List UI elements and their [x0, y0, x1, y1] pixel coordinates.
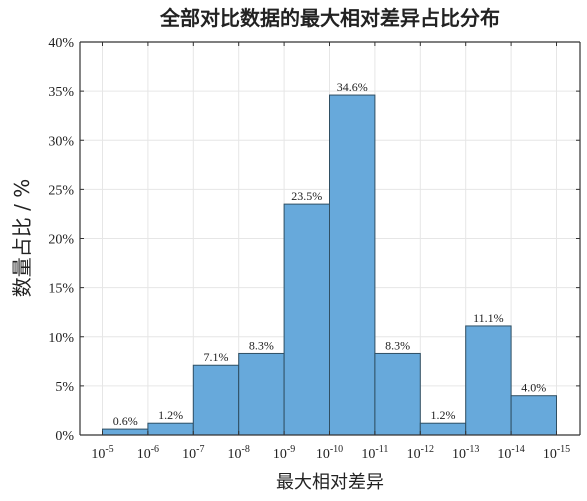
histogram-bar	[510, 395, 558, 436]
x-tick-exponent: -9	[287, 444, 295, 455]
histogram-bar	[419, 422, 467, 436]
x-tick-base: 10	[91, 447, 105, 462]
x-tick-base: 10	[407, 447, 421, 462]
bar-value-label: 1.2%	[158, 408, 183, 422]
histogram-bar	[465, 325, 512, 436]
bar-value-label: 1.2%	[431, 408, 456, 422]
x-tick-base: 10	[137, 447, 151, 462]
x-tick-exponent: -14	[511, 444, 524, 455]
bar-value-label: 23.5%	[291, 189, 322, 203]
bar-value-label: 0.6%	[113, 414, 138, 428]
x-tick-label: 10-11	[361, 444, 388, 462]
bar-value-label: 7.1%	[204, 350, 229, 364]
histogram-bar	[374, 352, 421, 436]
x-tick-label: 10-6	[137, 444, 159, 462]
x-axis-label: 最大相对差异	[276, 472, 384, 493]
x-tick-exponent: -8	[242, 444, 250, 455]
x-tick-exponent: -7	[196, 444, 204, 455]
bar-layer	[102, 94, 558, 436]
x-tick-label: 10-14	[497, 444, 524, 462]
x-tick-label: 10-10	[316, 444, 343, 462]
histogram-bar	[238, 352, 285, 436]
histogram-bar	[147, 422, 194, 436]
x-tick-exponent: -11	[375, 444, 388, 455]
y-tick-label: 30%	[48, 134, 74, 149]
x-tick-label: 10-12	[407, 444, 434, 462]
y-tick-label: 5%	[55, 380, 74, 395]
x-tick-exponent: -15	[557, 444, 570, 455]
y-tick-label: 35%	[48, 85, 74, 100]
bar-value-label: 4.0%	[521, 381, 546, 395]
x-tick-base: 10	[273, 447, 287, 462]
x-tick-base: 10	[452, 447, 466, 462]
y-tick-label: 10%	[48, 331, 74, 346]
x-tick-base: 10	[316, 447, 330, 462]
y-tick-label: 15%	[48, 282, 74, 297]
x-tick-base: 10	[228, 447, 242, 462]
histogram-bar	[283, 203, 331, 436]
histogram-bar	[192, 364, 240, 436]
label-layer: 0%5%10%15%20%25%30%35%40%10-5 10-6 10-7 10-…	[48, 36, 570, 462]
x-tick-exponent: -13	[466, 444, 479, 455]
y-tick-label: 0%	[55, 429, 74, 444]
x-tick-base: 10	[182, 447, 196, 462]
x-tick-base: 10	[497, 447, 511, 462]
axes-layer	[79, 41, 581, 436]
x-tick-exponent: -12	[421, 444, 434, 455]
y-tick-label: 20%	[48, 233, 74, 248]
bar-value-label: 8.3%	[385, 338, 410, 352]
x-tick-exponent: -6	[151, 444, 159, 455]
bar-value-label: 34.6%	[337, 80, 368, 94]
x-tick-label: 10-5	[91, 444, 113, 462]
x-tick-label: 10-15	[543, 444, 570, 462]
x-tick-label: 10-9	[273, 444, 295, 462]
x-tick-base: 10	[543, 447, 557, 462]
x-tick-exponent: -10	[330, 444, 343, 455]
y-axis-label: 数量占比 / %	[10, 179, 34, 297]
histogram-bar	[329, 94, 376, 436]
bar-value-label: 11.1%	[473, 311, 504, 325]
histogram-bar	[102, 428, 149, 436]
y-tick-label: 40%	[48, 36, 74, 51]
x-tick-label: 10-13	[452, 444, 479, 462]
y-tick-label: 25%	[48, 183, 74, 198]
x-tick-label: 10-7	[182, 444, 204, 462]
x-tick-base: 10	[361, 447, 375, 462]
x-tick-label: 10-8	[228, 444, 250, 462]
chart-title: 全部对比数据的最大相对差异占比分布	[159, 6, 500, 30]
bar-value-label: 8.3%	[249, 338, 274, 352]
x-tick-exponent: -5	[105, 444, 113, 455]
